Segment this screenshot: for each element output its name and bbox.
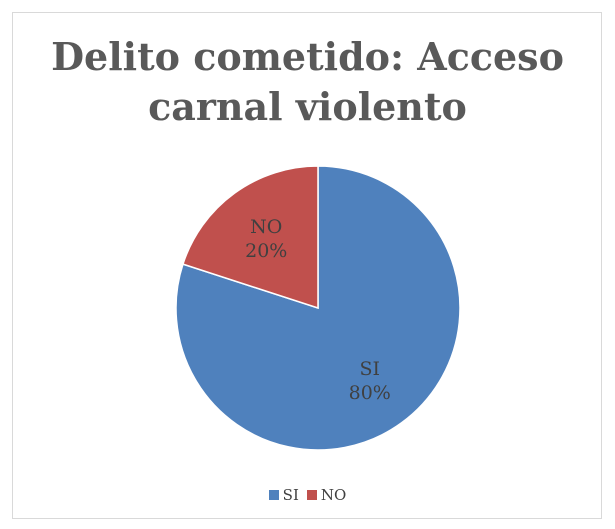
slice-label-value-si: 80% bbox=[349, 382, 391, 404]
slice-label-name-si: SI bbox=[359, 358, 380, 380]
chart-title-line-2: carnal violento bbox=[148, 84, 467, 129]
legend-swatch-si bbox=[268, 490, 279, 500]
legend: SI NO bbox=[0, 486, 615, 504]
legend-item-si: SI bbox=[268, 486, 299, 504]
chart-title-line-1: Delito cometido: Acceso bbox=[51, 34, 564, 79]
pie-slices bbox=[175, 165, 461, 451]
chart-title: Delito cometido: Acceso carnal violento bbox=[0, 32, 615, 132]
slice-label-value-no: 20% bbox=[245, 240, 287, 262]
pie-slice-no bbox=[182, 165, 319, 310]
legend-label-si: SI bbox=[282, 486, 299, 504]
legend-label-no: NO bbox=[320, 486, 347, 504]
legend-swatch-no bbox=[306, 490, 317, 500]
slice-label-name-no: NO bbox=[250, 216, 282, 238]
legend-item-no: NO bbox=[306, 486, 347, 504]
